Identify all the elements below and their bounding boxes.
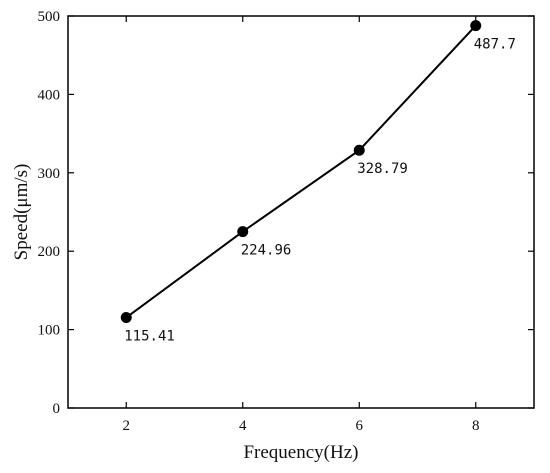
y-tick-label: 400	[38, 87, 61, 103]
data-labels: 115.41 224.96 328.79 487.7	[124, 37, 516, 345]
x-axis-ticks: 2 4 6 8	[123, 16, 480, 434]
x-tick-label: 8	[472, 418, 480, 434]
y-tick-label: 200	[38, 244, 61, 260]
y-axis-title: Speed(μm/s)	[11, 164, 32, 261]
data-label: 487.7	[474, 37, 516, 53]
data-label: 115.41	[124, 329, 175, 345]
x-tick-label: 6	[356, 418, 364, 434]
data-label: 328.79	[357, 161, 408, 177]
y-tick-label: 0	[53, 401, 61, 417]
data-point	[470, 20, 482, 32]
data-point	[237, 226, 249, 238]
data-label: 224.96	[241, 243, 292, 259]
plot-frame	[67, 15, 535, 409]
data-points	[120, 20, 482, 324]
series-line	[125, 24, 477, 319]
y-tick-label: 300	[38, 166, 61, 182]
x-axis-title: Frequency(Hz)	[243, 442, 358, 463]
y-tick-label: 100	[38, 323, 61, 339]
x-tick-label: 2	[123, 418, 131, 434]
y-axis-ticks: 0 100 200 300 400 500	[38, 9, 534, 417]
data-point	[353, 144, 365, 156]
data-point	[120, 312, 132, 324]
x-tick-label: 4	[239, 418, 247, 434]
y-tick-label: 500	[38, 9, 61, 25]
